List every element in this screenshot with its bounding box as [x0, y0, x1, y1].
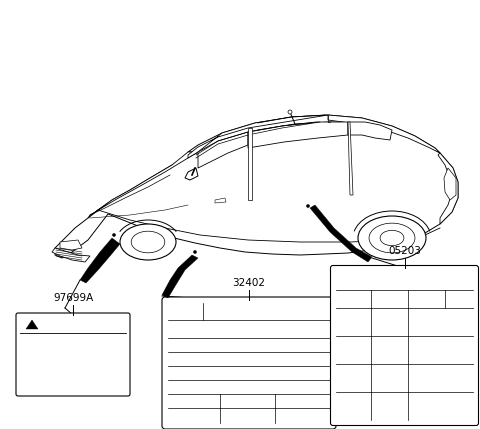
Polygon shape: [88, 152, 198, 218]
Polygon shape: [328, 115, 440, 153]
Polygon shape: [188, 115, 440, 153]
Polygon shape: [198, 132, 248, 168]
Polygon shape: [248, 128, 252, 200]
FancyBboxPatch shape: [162, 297, 336, 429]
Text: 97699A: 97699A: [53, 293, 93, 303]
Polygon shape: [162, 255, 198, 298]
Polygon shape: [80, 238, 120, 283]
Polygon shape: [444, 168, 456, 200]
FancyBboxPatch shape: [331, 266, 479, 426]
Polygon shape: [188, 115, 328, 158]
Circle shape: [288, 110, 292, 114]
Polygon shape: [52, 248, 90, 262]
Ellipse shape: [369, 223, 415, 253]
Ellipse shape: [380, 230, 404, 246]
Polygon shape: [215, 198, 226, 203]
Polygon shape: [348, 122, 392, 140]
Polygon shape: [185, 168, 198, 180]
Circle shape: [306, 204, 310, 208]
Polygon shape: [438, 153, 458, 224]
Polygon shape: [248, 122, 348, 148]
Text: 32402: 32402: [232, 278, 265, 288]
Text: 05203: 05203: [388, 246, 421, 256]
Circle shape: [193, 250, 197, 254]
Polygon shape: [55, 122, 458, 258]
Polygon shape: [310, 205, 372, 262]
Ellipse shape: [120, 224, 176, 260]
Circle shape: [112, 233, 116, 237]
Ellipse shape: [358, 216, 426, 260]
Polygon shape: [348, 122, 353, 195]
Polygon shape: [60, 240, 82, 250]
Polygon shape: [26, 320, 38, 329]
Ellipse shape: [131, 231, 165, 253]
FancyBboxPatch shape: [16, 313, 130, 396]
